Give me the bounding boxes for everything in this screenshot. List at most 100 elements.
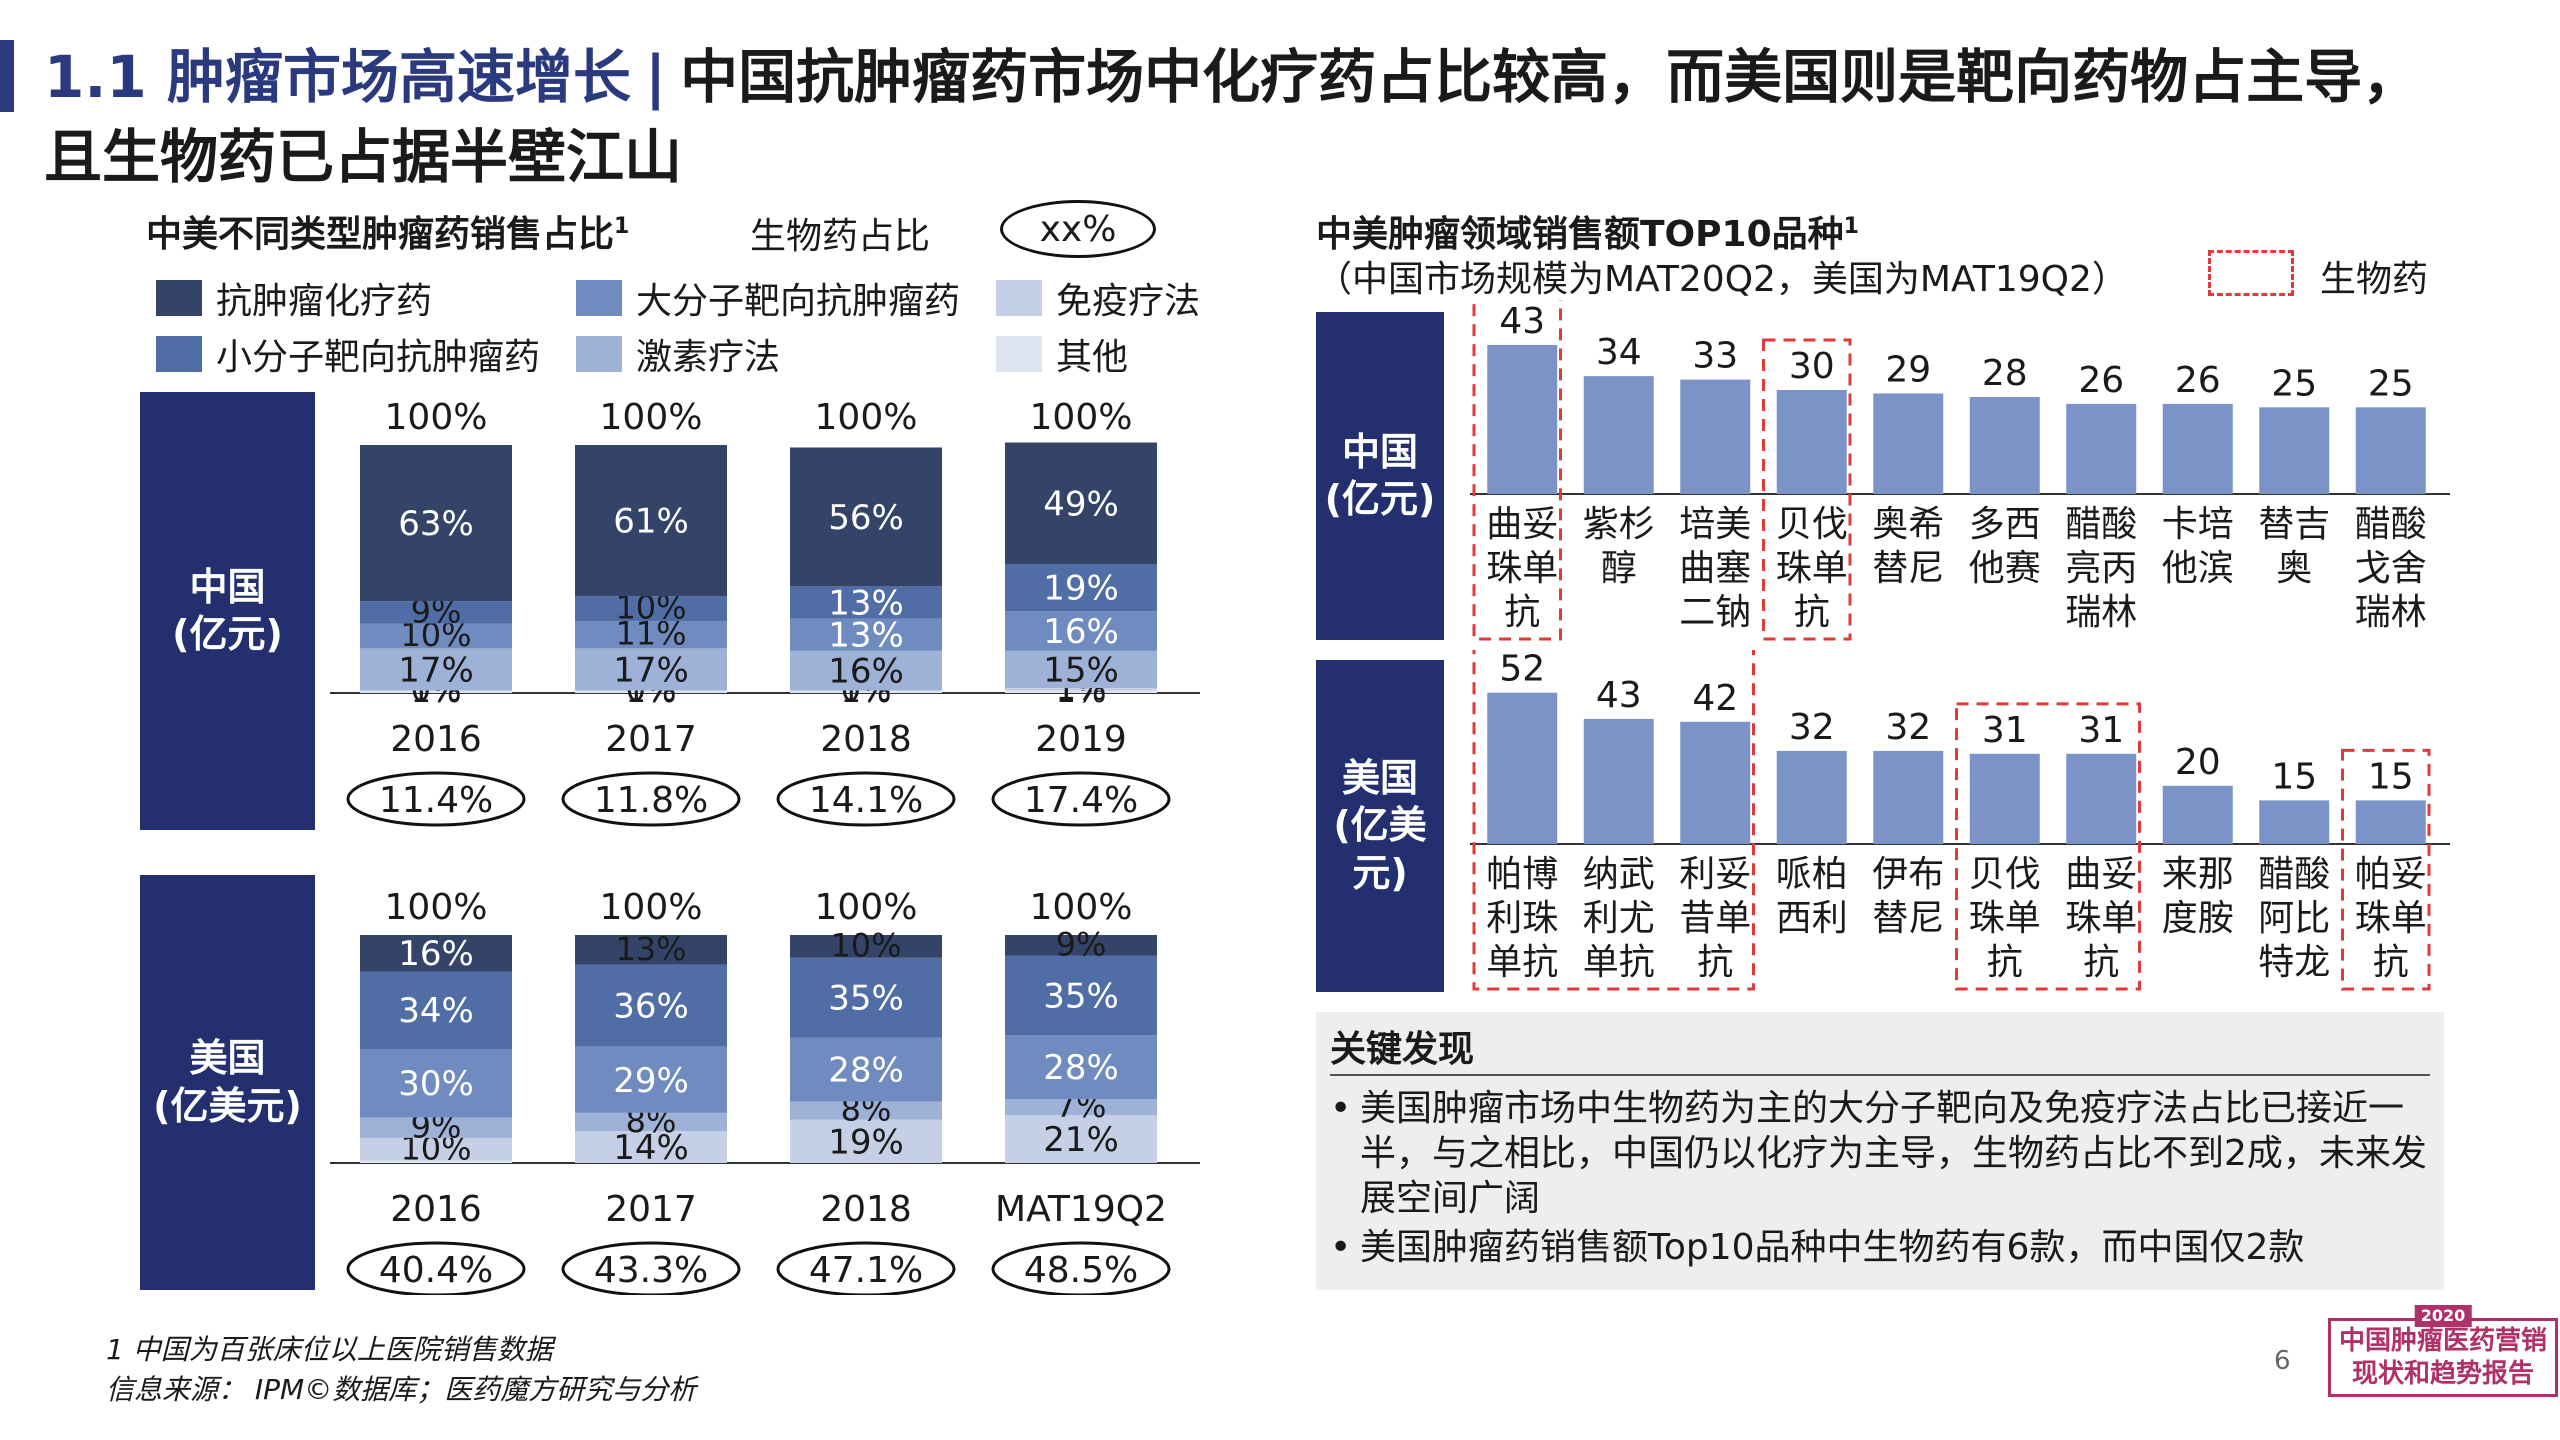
bio-share-value: 11.8%	[594, 780, 708, 821]
category-tick-label: 抗	[2083, 942, 2119, 983]
row-label-china-top10: 中国 (亿元)	[1316, 312, 1444, 640]
bar-segment	[360, 935, 512, 972]
legend-item-other: 其他	[996, 328, 1128, 380]
bar	[2355, 407, 2426, 494]
bio-share-value: 48.5%	[1024, 1250, 1138, 1291]
bar-segment	[1005, 442, 1157, 565]
bullet-dot: •	[1330, 1227, 1352, 1268]
bar-segment	[575, 621, 727, 649]
category-tick-label: 2018	[820, 719, 912, 760]
right-chart-title: 中美肿瘤领域销售额TOP10品种1	[1316, 205, 1859, 257]
bar	[1680, 379, 1751, 494]
source-note: 信息来源： IPM©数据库；医药魔方研究与分析	[106, 1373, 697, 1406]
legend-label: 抗肿瘤化疗药	[216, 281, 433, 322]
total-label: 100%	[385, 397, 488, 438]
bio-share-value: 14.1%	[809, 780, 923, 821]
data-label: 15	[2368, 756, 2414, 797]
category-tick-label: 培美	[1679, 504, 1751, 545]
category-tick-label: 多西	[1969, 504, 2041, 545]
category-tick-label: 二钠	[1679, 592, 1751, 633]
bar	[2162, 403, 2233, 494]
category-tick-label: 阿比	[2258, 898, 2330, 939]
category-tick-label: 利珠	[1486, 898, 1558, 939]
legend-item-small-molecule: 小分子靶向抗肿瘤药	[156, 328, 540, 380]
bar	[1487, 692, 1558, 844]
left-chart-title-text: 中美不同类型肿瘤药销售占比	[146, 214, 615, 255]
category-tick-label: 抗	[1504, 592, 1540, 633]
category-tick-label: 曲妥	[2065, 854, 2137, 895]
category-tick-label: 瑞林	[2355, 592, 2427, 633]
data-label: 10%	[830, 926, 901, 964]
data-label: 17%	[398, 650, 474, 690]
category-tick-label: 抗	[1697, 942, 1733, 983]
bar	[1776, 750, 1847, 844]
logo-line2: 现状和趋势报告	[2352, 1358, 2535, 1389]
category-tick-label: 珠单	[1486, 548, 1558, 589]
total-label: 100%	[600, 887, 703, 928]
total-label: 100%	[1030, 397, 1133, 438]
bar-segment	[790, 690, 942, 693]
biologic-highlight-box	[1472, 650, 1755, 991]
category-tick-label: 纳武	[1583, 854, 1655, 895]
title-topic: 1.1 肿瘤市场高速增长	[44, 43, 631, 111]
category-tick-label: 2019	[1035, 719, 1127, 760]
logo-line1: 中国肿瘤医药营销	[2339, 1326, 2548, 1356]
bio-share-oval	[776, 771, 956, 827]
data-label: 32	[1885, 707, 1931, 748]
bar-segment	[790, 650, 942, 691]
key-finding-item: • 美国肿瘤药销售额Top10品种中生物药有6款，而中国仅2款	[1330, 1225, 2430, 1270]
data-label: 29	[1885, 349, 1931, 390]
data-label: 19%	[1043, 569, 1119, 609]
data-label: 14%	[613, 1128, 689, 1168]
key-findings-title: 关键发现	[1330, 1029, 1475, 1070]
bar-segment	[360, 1137, 512, 1161]
bar-segment	[360, 623, 512, 649]
bar-segment	[575, 1112, 727, 1132]
category-tick-label: 珠单	[1776, 548, 1848, 589]
data-label: 43	[1596, 675, 1642, 716]
category-tick-label: 度胺	[2162, 898, 2234, 939]
category-tick-label: 替尼	[1872, 548, 1944, 589]
total-label: 100%	[815, 397, 918, 438]
bar-segment	[790, 1037, 942, 1102]
data-label: 28%	[828, 1051, 904, 1091]
bullet-dot: •	[1330, 1088, 1352, 1129]
category-tick-label: 他滨	[2162, 548, 2234, 589]
data-label: 30%	[398, 1064, 474, 1104]
data-label: 56%	[828, 498, 904, 538]
bar-segment	[360, 1160, 512, 1163]
bar-segment	[360, 648, 512, 691]
stacked-chart-china: 1%0%17%10%9%63%100%201611.4%1%0%17%11%10…	[330, 397, 1200, 827]
data-label: 28%	[1043, 1048, 1119, 1088]
category-tick-label: 亮丙	[2065, 548, 2137, 589]
key-findings-divider	[1330, 1074, 2430, 1076]
bar-segment	[790, 935, 942, 958]
category-tick-label: 戈舍	[2355, 548, 2427, 589]
bar	[1680, 721, 1751, 844]
bar-segment	[790, 1101, 942, 1120]
bar-segment	[1005, 690, 1157, 693]
category-tick-label: 醋酸	[2355, 504, 2427, 545]
bar-segment	[360, 1117, 512, 1138]
category-tick-label: 2018	[820, 1189, 912, 1230]
data-label: 16%	[1043, 612, 1119, 652]
data-label: 33	[1692, 336, 1738, 377]
data-label: 32	[1789, 707, 1835, 748]
category-tick-label: MAT19Q2	[995, 1189, 1167, 1230]
bio-share-value: 40.4%	[379, 1250, 493, 1291]
category-tick-label: 2016	[390, 719, 482, 760]
bio-share-legend-oval: xx%	[1000, 200, 1156, 258]
category-tick-label: 贝伐	[1776, 504, 1848, 545]
data-label: 26	[2078, 360, 2124, 401]
data-label: 13%	[828, 583, 904, 623]
bar-segment	[790, 586, 942, 619]
bar	[1969, 753, 2040, 844]
bar-segment	[575, 935, 727, 965]
category-tick-label: 单抗	[1486, 942, 1558, 983]
bar	[1873, 750, 1944, 844]
data-label: 34	[1596, 332, 1642, 373]
category-tick-label: 帕博	[1486, 854, 1558, 895]
category-tick-label: 利妥	[1679, 854, 1751, 895]
bar-segment	[790, 447, 942, 587]
